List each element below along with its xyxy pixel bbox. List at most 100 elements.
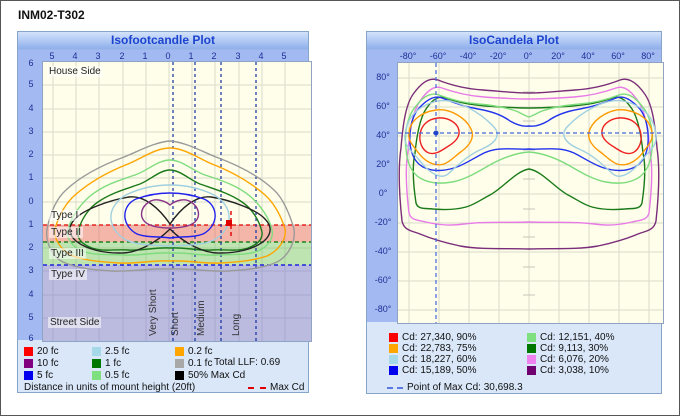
x-tick: 0 xyxy=(165,51,171,61)
legend-swatch xyxy=(24,347,33,356)
point-of-max-cd: Point of Max Cd: 30,698.3 xyxy=(387,382,523,393)
legend-swatch xyxy=(389,333,398,342)
contour-0p1fc xyxy=(46,140,295,272)
x-tick: -40° xyxy=(459,51,477,61)
legend-swatch xyxy=(92,359,101,368)
contour-10pct xyxy=(398,78,660,250)
isofootcandle-plot: House Side Street Side Type I Type II Ty… xyxy=(42,61,312,342)
max-cd-crosshair xyxy=(398,63,663,323)
type-bands xyxy=(43,225,311,341)
x-tick: 80° xyxy=(641,51,655,61)
isofootcandle-body: 6 5 4 3 2 1 0 1 2 3 4 5 6 xyxy=(18,58,312,343)
legend-item: 0.1 fc xyxy=(175,358,212,369)
page-title: INM02-T302 xyxy=(18,8,85,22)
isofootcandle-canvas xyxy=(43,62,311,341)
type-4-label: Type IV xyxy=(49,269,87,280)
contour-2p5fc xyxy=(110,184,230,247)
isocandela-panel: IsoCandela Plot -80° -60° -40° -20° 0° 2… xyxy=(366,31,664,395)
y-tick: -40° xyxy=(374,246,392,256)
y-tick: 40° xyxy=(376,130,390,140)
contour-0p5fc xyxy=(66,159,274,256)
y-tick: -80° xyxy=(374,304,392,314)
legend-item: 0.2 fc xyxy=(175,346,212,357)
x-tick: 1 xyxy=(142,51,148,61)
isocandela-y-axis: 80° 60° 40° 20° 0° -20° -40° -60° -80° xyxy=(367,62,397,322)
contour-1fc xyxy=(77,169,263,251)
legend-item: 20 fc xyxy=(24,346,59,357)
x-tick: -20° xyxy=(489,51,507,61)
contour-50pct-max-cd xyxy=(69,196,271,254)
contour-60pct-right xyxy=(563,99,657,177)
legend-swatch xyxy=(389,344,398,353)
x-tick: 20° xyxy=(551,51,565,61)
x-tick: 4 xyxy=(258,51,264,61)
legend-swatch xyxy=(527,344,536,353)
x-tick: -60° xyxy=(429,51,447,61)
legend-swatch xyxy=(24,359,33,368)
x-tick: 3 xyxy=(235,51,241,61)
total-llf: Total LLF: 0.69 xyxy=(214,357,281,368)
type-boundary-lines xyxy=(43,224,311,266)
isofootcandle-panel: Isofootcandle Plot 5 4 3 2 1 0 1 2 3 4 5… xyxy=(17,31,312,393)
max-cd-legend: Max Cd xyxy=(248,382,304,393)
legend-swatch xyxy=(92,371,101,380)
isocandela-contours xyxy=(398,78,660,250)
x-tick: 40° xyxy=(581,51,595,61)
contour-90pct-right xyxy=(601,117,642,155)
distance-units-footnote: Distance in units of mount height (20ft) xyxy=(24,382,196,393)
contour-90pct-left xyxy=(419,117,460,155)
y-tick: 0° xyxy=(378,188,388,198)
y-tick: 5 xyxy=(28,312,34,322)
street-side-label: Street Side xyxy=(48,317,102,328)
max-cd-dash-icon xyxy=(387,386,403,389)
legend-item: Cd: 9,113, 30% xyxy=(527,343,608,354)
legend-swatch xyxy=(92,347,101,356)
y-tick: 20° xyxy=(376,159,390,169)
legend-swatch xyxy=(527,355,536,364)
max-cd-dash-icon xyxy=(248,386,266,389)
legend-item: Cd: 27,340, 90% xyxy=(389,332,477,343)
legend-item: Cd: 18,227, 60% xyxy=(389,354,477,365)
y-tick: 60° xyxy=(376,101,390,111)
x-tick: 0° xyxy=(523,51,533,61)
y-tick: 3 xyxy=(28,126,34,136)
x-tick: 2 xyxy=(211,51,217,61)
y-tick: 6 xyxy=(28,58,34,68)
legend-item: 50% Max Cd xyxy=(175,370,245,381)
legend-item: Cd: 12,151, 40% xyxy=(527,332,615,343)
contour-40pct xyxy=(404,93,654,184)
legend-swatch xyxy=(389,355,398,364)
x-tick: -80° xyxy=(399,51,417,61)
contour-75pct-left xyxy=(408,109,474,166)
legend-item: 0.5 fc xyxy=(92,370,129,381)
isocandela-legend: Cd: 27,340, 90% Cd: 22,783, 75% Cd: 18,2… xyxy=(367,324,661,395)
isofootcandle-title: Isofootcandle Plot xyxy=(18,32,308,50)
x-tick: 60° xyxy=(611,51,625,61)
y-tick: 5 xyxy=(28,79,34,89)
grid-lines xyxy=(398,63,663,323)
legend-item: 2.5 fc xyxy=(92,346,129,357)
distance-label-short: Short xyxy=(170,312,181,336)
isocandela-plot xyxy=(397,62,664,324)
legend-item: Cd: 3,038, 10% xyxy=(527,365,609,376)
y-tick: 3 xyxy=(28,265,34,275)
y-tick: 4 xyxy=(28,289,34,299)
distance-label-long: Long xyxy=(231,313,242,336)
type-3-label: Type III xyxy=(49,248,86,259)
isocandela-x-axis: -80° -60° -40° -20° 0° 20° 40° 60° 80° xyxy=(367,50,661,62)
legend-swatch xyxy=(175,347,184,356)
house-side-label: House Side xyxy=(47,66,103,77)
distance-label-very-short: Very Short xyxy=(148,289,159,336)
y-tick: -20° xyxy=(374,217,392,227)
legend-swatch xyxy=(527,366,536,375)
x-tick: 1 xyxy=(188,51,194,61)
y-tick: 4 xyxy=(28,103,34,113)
type-2-label: Type II xyxy=(49,227,84,238)
y-tick: 1 xyxy=(28,172,34,182)
x-tick: 5 xyxy=(49,51,55,61)
y-tick: 6 xyxy=(28,333,34,343)
legend-swatch xyxy=(175,359,184,368)
legend-item: 5 fc xyxy=(24,370,53,381)
legend-swatch xyxy=(24,371,33,380)
